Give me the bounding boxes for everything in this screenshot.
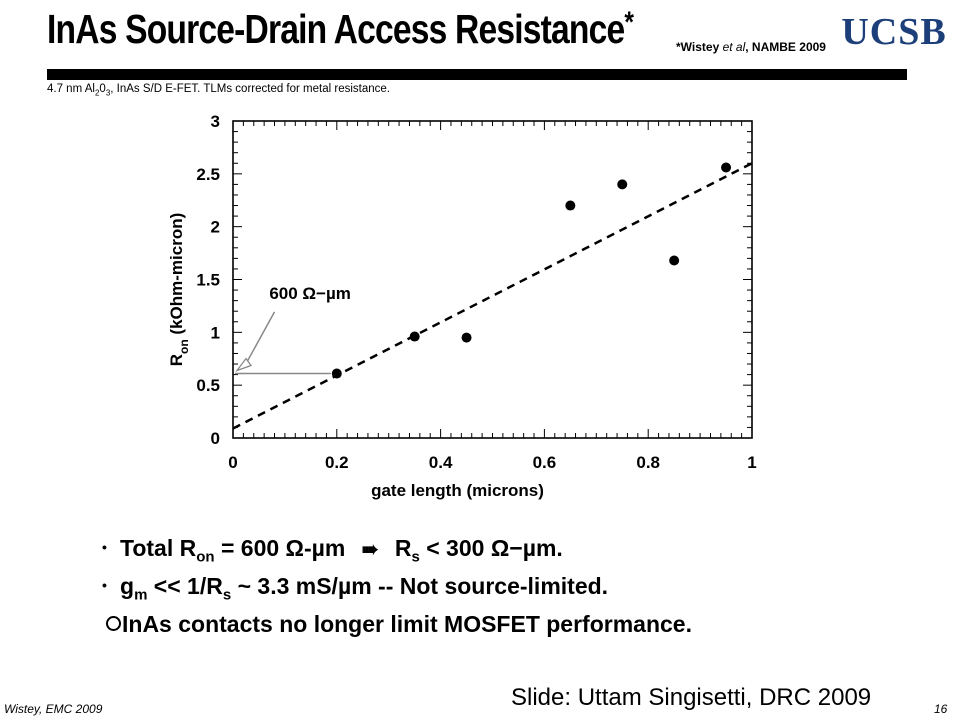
y-axis-label: Ron (kOhm-micron) [167, 213, 191, 367]
bullet-1-text: Total Ron = 600 Ω-µm ➠ Rs < 300 Ω−µm. [120, 535, 563, 566]
x-tick-label: 1 [747, 453, 756, 472]
citation-etal: et al [722, 40, 746, 54]
bullet-1-a-sub: on [196, 548, 215, 566]
y-tick-label: 1 [211, 323, 220, 342]
y-tick-label: 0 [211, 429, 220, 448]
hollow-circle-bullet-icon [106, 616, 121, 631]
x-tick-label: 0.4 [429, 453, 453, 472]
bullet-1-c: R [388, 535, 412, 561]
caption-part2: 0 [99, 83, 106, 95]
x-tick-label: 0.6 [533, 453, 557, 472]
data-point [617, 179, 628, 190]
y-tick-label: 2 [211, 218, 220, 237]
y-label-rest: (kOhm-micron) [167, 213, 186, 340]
page-title: InAs Source-Drain Access Resistance* [47, 6, 634, 53]
ucsb-logo: UCSB [841, 11, 946, 53]
bullet-2-a: g [120, 573, 135, 599]
y-tick-label: 0.5 [196, 376, 220, 395]
y-tick-label: 3 [211, 112, 220, 131]
bullet-2-marker: • [102, 577, 107, 593]
bullet-2-text: gm << 1/Rs ~ 3.3 mS/µm -- Not source-lim… [120, 573, 608, 604]
bullet-1-d: < 300 Ω−µm. [419, 535, 563, 561]
page-number: 16 [934, 702, 948, 716]
implies-arrow-icon: ➠ [361, 539, 379, 561]
citation: *Wistey et al, NAMBE 2009 [676, 40, 826, 54]
title-star: * [624, 6, 634, 39]
bullet-1-c-sub: s [411, 548, 420, 566]
x-tick-label: 0.8 [636, 453, 660, 472]
annotation-label: 600 Ω−µm [269, 284, 351, 303]
y-label-sub: on [177, 339, 191, 354]
data-point [409, 331, 420, 342]
citation-suffix: , NAMBE 2009 [745, 40, 826, 54]
bullet-2-a-sub: m [134, 586, 148, 604]
y-tick-label: 1.5 [196, 271, 220, 290]
caption-sub1: 2 [94, 88, 100, 98]
resistance-chart: 0 0.2 0.4 0.6 0.8 1 0 0.5 1 1.5 2 2.5 3 gate length (… [167, 112, 757, 500]
caption-sub2: 3 [105, 88, 111, 98]
page-title-text: InAs Source-Drain Access Resistance [47, 6, 625, 52]
bullet-1-b: = 600 Ω-µm [214, 535, 352, 561]
logo-text: UCSB [841, 11, 946, 53]
data-point [331, 368, 342, 379]
annotation-arrow-head [235, 357, 253, 372]
x-axis-label: gate length (microns) [371, 481, 544, 500]
bullet-2-c: ~ 3.3 mS/µm -- Not source-limited. [231, 573, 609, 599]
slide-credit: Slide: Uttam Singisetti, DRC 2009 [511, 684, 872, 711]
bullet-2-b-sub: s [222, 586, 232, 604]
data-point [669, 255, 680, 266]
x-tick-label: 0.2 [325, 453, 349, 472]
footer-author: Wistey, EMC 2009 [4, 702, 103, 716]
bullet-1-marker: • [102, 539, 107, 555]
y-tick-label: 2.5 [196, 165, 220, 184]
caption-part1: 4.7 nm Al [47, 83, 95, 95]
bullet-3-text: InAs contacts no longer limit MOSFET per… [122, 611, 692, 637]
data-point [721, 162, 732, 173]
bullet-1-a: Total R [120, 535, 197, 561]
header-rule [47, 69, 907, 80]
data-point [565, 200, 576, 211]
caption-part3: , InAs S/D E-FET. TLMs corrected for met… [110, 83, 390, 95]
plot-caption: 4.7 nm Al203, InAs S/D E-FET. TLMs corre… [47, 83, 390, 97]
bullet-2-b: << 1/R [147, 573, 223, 599]
citation-prefix: *Wistey [676, 40, 723, 54]
y-label-main: R [167, 354, 186, 366]
plot-frame [232, 120, 753, 439]
annotation-arrow-line [244, 311, 276, 366]
x-tick-label: 0 [228, 453, 237, 472]
data-point [461, 332, 472, 343]
